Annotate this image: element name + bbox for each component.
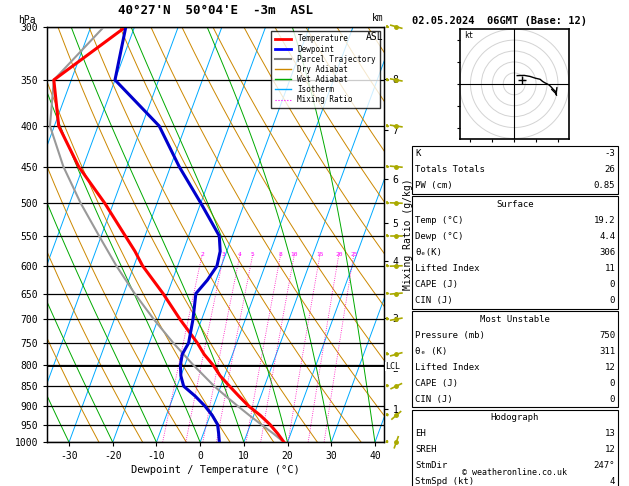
Text: 0: 0: [610, 395, 615, 404]
Text: Dewp (°C): Dewp (°C): [415, 232, 464, 241]
Y-axis label: Mixing Ratio (g/kg): Mixing Ratio (g/kg): [403, 179, 413, 290]
Text: Totals Totals: Totals Totals: [415, 165, 485, 174]
Text: 15: 15: [316, 252, 324, 257]
Text: 19.2: 19.2: [594, 216, 615, 225]
Text: 0: 0: [610, 379, 615, 388]
Text: Hodograph: Hodograph: [491, 413, 539, 422]
Text: km: km: [372, 14, 384, 23]
Text: •: •: [385, 200, 389, 206]
Text: 306: 306: [599, 248, 615, 257]
Text: 0.85: 0.85: [594, 181, 615, 191]
Text: -3: -3: [604, 149, 615, 158]
Text: CAPE (J): CAPE (J): [415, 379, 458, 388]
Text: •: •: [385, 439, 389, 445]
Text: 12: 12: [604, 445, 615, 454]
Text: CIN (J): CIN (J): [415, 296, 453, 305]
Text: ASL: ASL: [366, 32, 384, 42]
Text: 311: 311: [599, 347, 615, 356]
Legend: Temperature, Dewpoint, Parcel Trajectory, Dry Adiabat, Wet Adiabat, Isotherm, Mi: Temperature, Dewpoint, Parcel Trajectory…: [270, 31, 380, 108]
Text: EH: EH: [415, 429, 426, 438]
Text: 12: 12: [604, 363, 615, 372]
Text: •: •: [385, 316, 389, 322]
Text: •: •: [385, 233, 389, 239]
Text: hPa: hPa: [19, 15, 36, 25]
Text: 02.05.2024  06GMT (Base: 12): 02.05.2024 06GMT (Base: 12): [412, 16, 587, 26]
Text: 4.4: 4.4: [599, 232, 615, 241]
Text: © weatheronline.co.uk: © weatheronline.co.uk: [462, 468, 567, 477]
Text: PW (cm): PW (cm): [415, 181, 453, 191]
Text: 26: 26: [604, 165, 615, 174]
Text: •: •: [385, 77, 389, 83]
Text: •: •: [385, 383, 389, 389]
Text: 247°: 247°: [594, 461, 615, 470]
Text: SREH: SREH: [415, 445, 437, 454]
Text: 0: 0: [610, 296, 615, 305]
Text: StmDir: StmDir: [415, 461, 447, 470]
Text: K: K: [415, 149, 421, 158]
Text: Surface: Surface: [496, 200, 533, 209]
Text: Pressure (mb): Pressure (mb): [415, 330, 485, 340]
Text: 20: 20: [335, 252, 343, 257]
Text: kt: kt: [464, 31, 473, 40]
Text: •: •: [385, 263, 389, 269]
Text: Most Unstable: Most Unstable: [480, 314, 550, 324]
Text: 4: 4: [238, 252, 242, 257]
Text: CIN (J): CIN (J): [415, 395, 453, 404]
Text: 3: 3: [222, 252, 226, 257]
Text: 40°27'N  50°04'E  -3m  ASL: 40°27'N 50°04'E -3m ASL: [118, 4, 313, 17]
Text: •: •: [385, 123, 389, 129]
Text: CAPE (J): CAPE (J): [415, 280, 458, 289]
Text: StmSpd (kt): StmSpd (kt): [415, 477, 474, 486]
Text: Lifted Index: Lifted Index: [415, 264, 480, 273]
Text: 0: 0: [610, 280, 615, 289]
Text: •: •: [385, 351, 389, 357]
Text: Lifted Index: Lifted Index: [415, 363, 480, 372]
Text: θₑ (K): θₑ (K): [415, 347, 447, 356]
Text: 13: 13: [604, 429, 615, 438]
X-axis label: Dewpoint / Temperature (°C): Dewpoint / Temperature (°C): [131, 466, 300, 475]
Text: •: •: [385, 24, 389, 30]
Text: •: •: [385, 412, 389, 418]
Text: 10: 10: [291, 252, 298, 257]
Text: 5: 5: [251, 252, 255, 257]
Text: 2: 2: [200, 252, 204, 257]
Text: 8: 8: [279, 252, 282, 257]
Text: 750: 750: [599, 330, 615, 340]
Text: 25: 25: [350, 252, 357, 257]
Text: LCL: LCL: [386, 362, 401, 371]
Text: 4: 4: [610, 477, 615, 486]
Text: •: •: [385, 164, 389, 170]
Text: Temp (°C): Temp (°C): [415, 216, 464, 225]
Text: θₑ(K): θₑ(K): [415, 248, 442, 257]
Text: •: •: [385, 291, 389, 296]
Text: 11: 11: [604, 264, 615, 273]
